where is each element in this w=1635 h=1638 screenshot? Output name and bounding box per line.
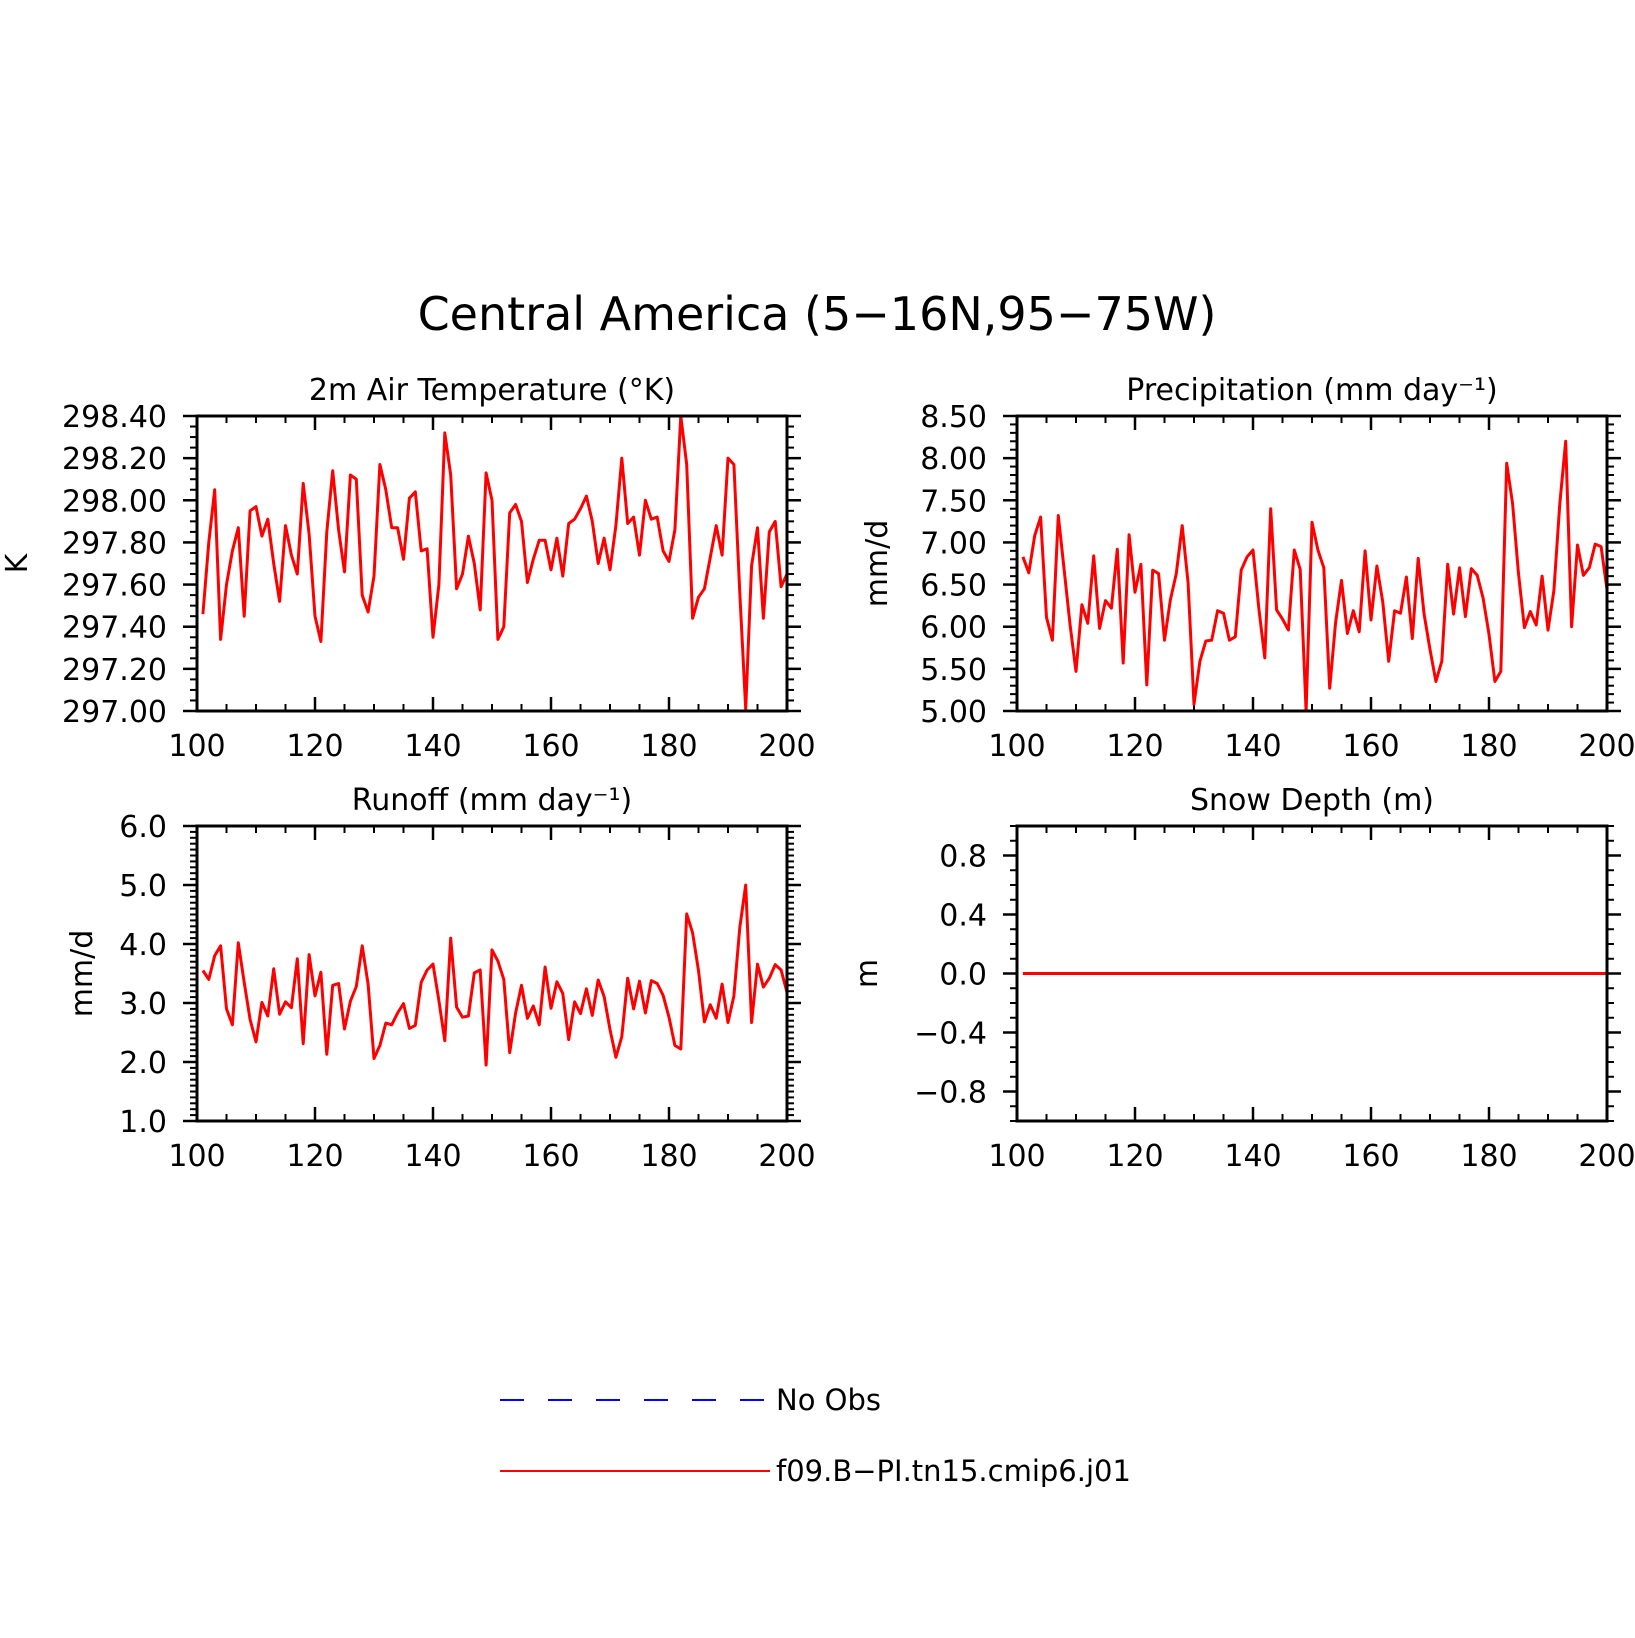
y-axis-label: mm/d bbox=[860, 520, 895, 608]
legend: No Obs f09.B−PI.tn15.cmip6.j01 bbox=[500, 1383, 1131, 1488]
x-tick-label: 120 bbox=[286, 1139, 343, 1174]
chart-panel-4: Snow Depth (m) m 100 120 140 160 180 200 −0.8 −0.… bbox=[850, 783, 1635, 1174]
panel-title: 2m Air Temperature (°K) bbox=[309, 373, 675, 408]
x-tick-label: 200 bbox=[758, 729, 815, 764]
y-tick-label: 1.0 bbox=[119, 1105, 167, 1140]
series-line bbox=[201, 883, 789, 1067]
y-tick-label: 5.50 bbox=[920, 653, 987, 688]
panel-title: Runoff (mm day⁻¹) bbox=[352, 783, 633, 818]
y-tick-label: 2.0 bbox=[119, 1046, 167, 1081]
plot-frame bbox=[195, 824, 789, 1123]
x-tick-label: 100 bbox=[988, 729, 1045, 764]
y-tick-label: −0.8 bbox=[914, 1076, 987, 1111]
x-tick-label: 120 bbox=[1106, 1139, 1163, 1174]
chart-panel-1: 2m Air Temperature (°K) K 100 120 140 160 180 2… bbox=[0, 373, 816, 764]
y-tick-label: 6.00 bbox=[920, 611, 987, 646]
plot-frame bbox=[1015, 414, 1609, 713]
figure-title: Central America (5−16N,95−75W) bbox=[418, 287, 1217, 341]
y-tick-label: 6.50 bbox=[920, 569, 987, 604]
y-tick-label: 0.4 bbox=[939, 899, 987, 934]
x-tick-label: 180 bbox=[640, 1139, 697, 1174]
y-axis-label: m bbox=[850, 959, 885, 988]
y-tick-label: 297.80 bbox=[62, 526, 167, 561]
series-line bbox=[201, 414, 789, 711]
x-tick-label: 140 bbox=[1224, 1139, 1281, 1174]
y-tick-label: 297.40 bbox=[62, 611, 167, 646]
y-tick-label: 5.00 bbox=[920, 695, 987, 730]
plot-frame bbox=[1015, 824, 1609, 1123]
panel-title: Precipitation (mm day⁻¹) bbox=[1126, 373, 1497, 408]
x-tick-label: 200 bbox=[1578, 1139, 1635, 1174]
y-tick-label: 0.8 bbox=[939, 840, 987, 875]
y-axis-label: K bbox=[0, 552, 35, 573]
y-tick-label: −0.4 bbox=[914, 1017, 987, 1052]
x-tick-label: 160 bbox=[1342, 729, 1399, 764]
legend-label: No Obs bbox=[776, 1383, 881, 1417]
panel-title: Snow Depth (m) bbox=[1190, 783, 1434, 818]
x-tick-label: 140 bbox=[1224, 729, 1281, 764]
y-tick-label: 7.00 bbox=[920, 526, 987, 561]
chart-panels: 2m Air Temperature (°K) K 100 120 140 160 180 2… bbox=[0, 373, 1635, 1174]
plot-frame bbox=[195, 414, 789, 713]
x-tick-label: 120 bbox=[286, 729, 343, 764]
x-tick-label: 140 bbox=[404, 729, 461, 764]
y-tick-label: 8.50 bbox=[920, 400, 987, 435]
y-tick-label: 298.40 bbox=[62, 400, 167, 435]
x-tick-label: 180 bbox=[640, 729, 697, 764]
y-tick-label: 6.0 bbox=[119, 810, 167, 845]
x-tick-label: 200 bbox=[1578, 729, 1635, 764]
y-tick-label: 0.0 bbox=[939, 958, 987, 993]
x-tick-label: 100 bbox=[168, 729, 225, 764]
y-tick-label: 297.00 bbox=[62, 695, 167, 730]
x-tick-label: 120 bbox=[1106, 729, 1163, 764]
chart-panel-2: Precipitation (mm day⁻¹) mm/d 100 120 140 160… bbox=[860, 373, 1635, 764]
chart-panel-3: Runoff (mm day⁻¹) mm/d 100 120 140 160 180 200 1… bbox=[65, 783, 816, 1174]
minor-ticks bbox=[190, 415, 794, 712]
x-tick-label: 200 bbox=[758, 1139, 815, 1174]
y-tick-label: 4.0 bbox=[119, 928, 167, 963]
x-tick-label: 160 bbox=[522, 1139, 579, 1174]
y-tick-label: 297.20 bbox=[62, 653, 167, 688]
x-tick-label: 180 bbox=[1460, 1139, 1517, 1174]
y-tick-label: 298.20 bbox=[62, 442, 167, 477]
y-tick-label: 7.50 bbox=[920, 484, 987, 519]
y-tick-label: 3.0 bbox=[119, 987, 167, 1022]
x-tick-label: 140 bbox=[404, 1139, 461, 1174]
x-tick-label: 100 bbox=[988, 1139, 1045, 1174]
x-tick-label: 100 bbox=[168, 1139, 225, 1174]
series-line bbox=[1021, 439, 1609, 713]
y-axis-label: mm/d bbox=[65, 930, 100, 1018]
x-tick-label: 160 bbox=[1342, 1139, 1399, 1174]
x-tick-label: 180 bbox=[1460, 729, 1517, 764]
y-tick-label: 298.00 bbox=[62, 484, 167, 519]
legend-label: f09.B−PI.tn15.cmip6.j01 bbox=[776, 1454, 1131, 1488]
x-tick-label: 160 bbox=[522, 729, 579, 764]
y-tick-label: 8.00 bbox=[920, 442, 987, 477]
y-tick-label: 5.0 bbox=[119, 869, 167, 904]
y-tick-label: 297.60 bbox=[62, 569, 167, 604]
